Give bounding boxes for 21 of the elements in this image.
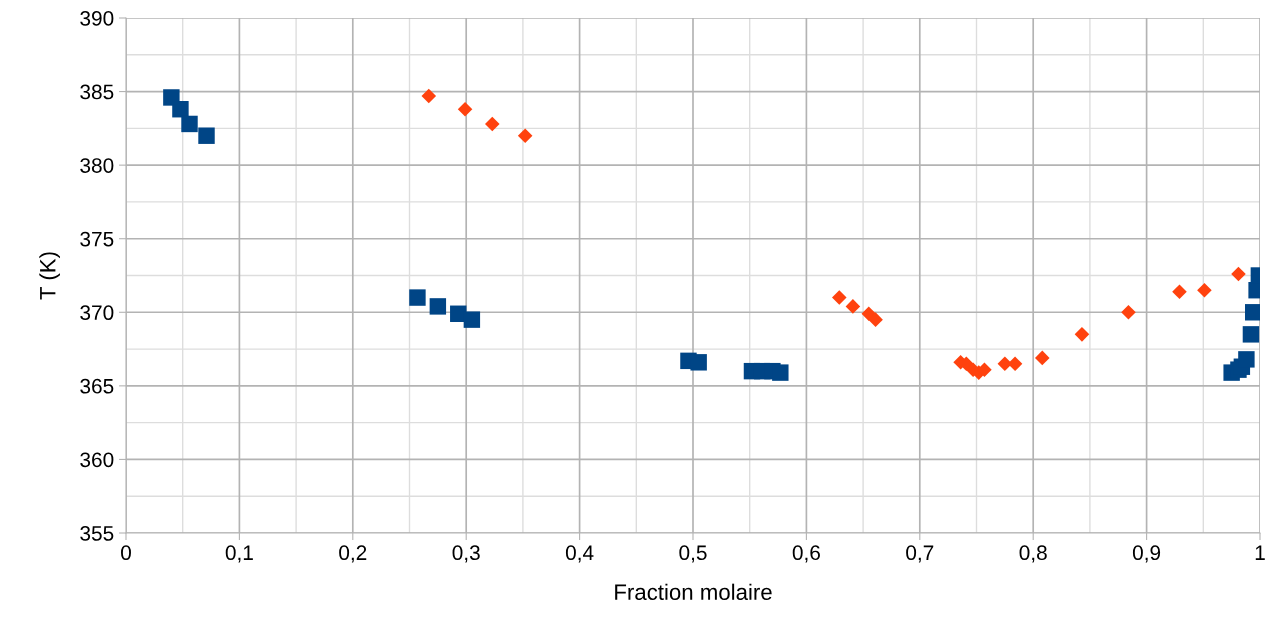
x-tick-label: 0,3 bbox=[452, 545, 480, 563]
x-tick-label: 0,5 bbox=[679, 545, 707, 563]
x-tick-label: 0,4 bbox=[565, 545, 594, 563]
y-tick-label: 360 bbox=[80, 452, 114, 468]
x-tick-label: 1 bbox=[1255, 545, 1265, 560]
y-tick-label: 355 bbox=[80, 526, 114, 541]
y-tick-label: 370 bbox=[80, 305, 114, 321]
x-axis-title: Fraction molaire bbox=[615, 583, 772, 600]
x-tick-label: 0,2 bbox=[339, 545, 367, 563]
x-tick-label: 0,1 bbox=[225, 545, 253, 563]
y-tick-label: 385 bbox=[80, 84, 114, 100]
x-tick-label: 0 bbox=[121, 545, 131, 561]
y-tick-label: 375 bbox=[80, 231, 114, 247]
x-tick-label: 0,8 bbox=[1019, 545, 1047, 563]
y-axis-title: T (K) bbox=[39, 252, 60, 300]
x-tick-label: 0,6 bbox=[792, 545, 820, 563]
x-tick-label: 0,9 bbox=[1132, 545, 1161, 563]
y-tick-label: 390 bbox=[80, 11, 114, 26]
x-tick-label: 0,7 bbox=[906, 545, 934, 563]
y-tick-label: 380 bbox=[80, 158, 114, 173]
y-tick-label: 365 bbox=[80, 378, 114, 394]
